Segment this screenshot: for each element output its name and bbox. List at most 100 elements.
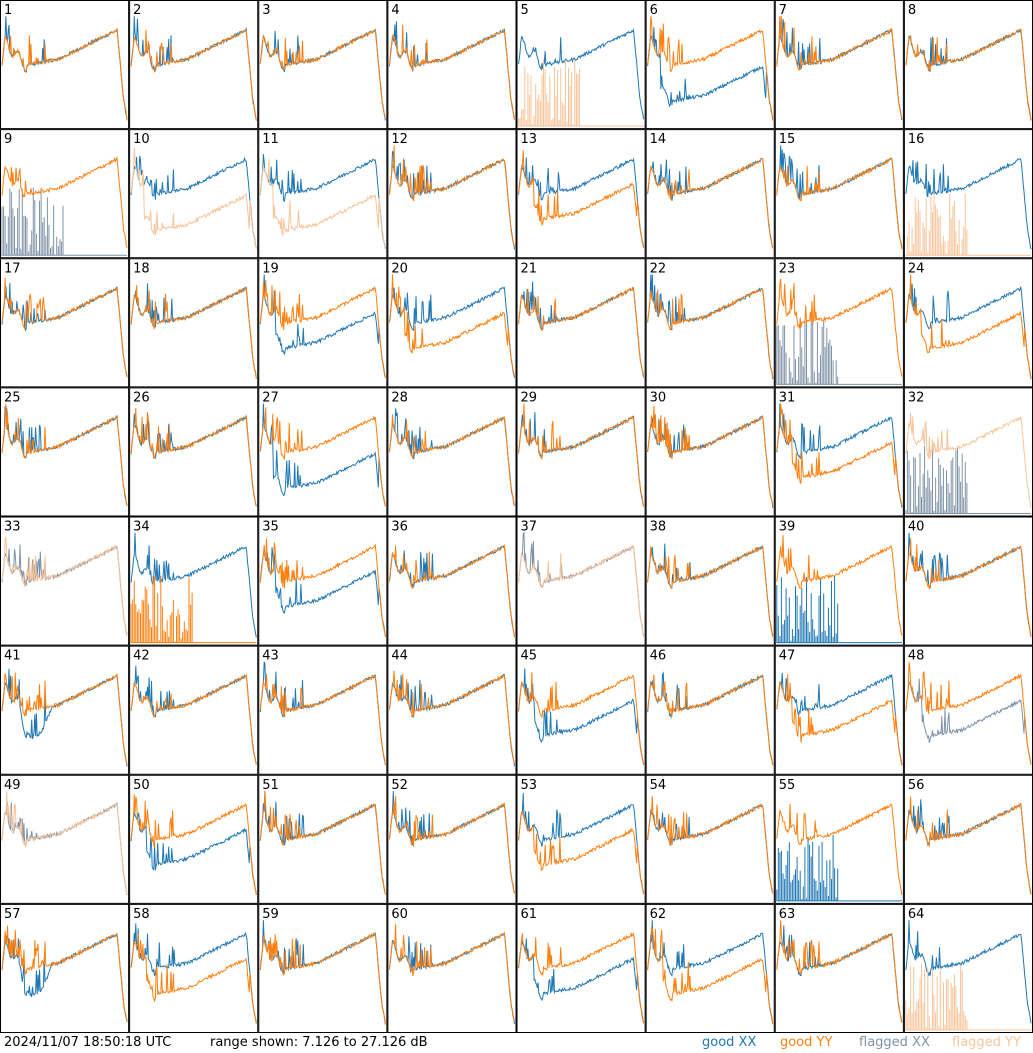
panel-number-label: 53 [521,778,538,793]
series-xx-line [130,812,257,895]
panel-number-label: 30 [650,390,667,405]
series-yy-line [1,925,128,1022]
panel-frame [0,645,130,775]
panel-58: 58 [129,903,259,1033]
series-yy-line [518,59,644,127]
series-xx-line [130,155,257,249]
panel-18: 18 [129,258,259,388]
panel-number-label: 55 [779,778,796,793]
panel-number-label: 43 [262,649,279,664]
panel-frame [903,0,1033,130]
panel-number-label: 44 [391,649,408,664]
panel-number-label: 51 [262,778,279,793]
panel-frame [258,0,388,130]
series-yy-line [518,545,645,636]
panel-number-label: 14 [650,132,667,147]
panel-22: 22 [645,258,775,388]
panel-number-label: 56 [908,778,925,793]
panel-number-label: 7 [779,3,787,18]
series-xx-line [776,317,902,385]
panel-frame [387,903,517,1033]
series-xx-line [259,547,386,637]
series-xx-line [518,28,645,120]
series-yy-line [388,924,515,1022]
series-xx-line [776,403,903,508]
legend-good-yy: good YY [780,1035,833,1050]
panel-number-label: 31 [779,390,796,405]
series-yy-line [776,674,903,766]
panel-frame [903,774,1033,904]
series-yy-line [647,287,774,378]
panel-number-label: 26 [133,390,150,405]
panel-38: 38 [645,516,775,646]
panel-60: 60 [387,903,517,1033]
series-yy-line [259,932,386,1025]
panel-number-label: 22 [650,261,667,276]
panel-frame [129,903,259,1033]
panel-frame [387,645,517,775]
series-yy-line [130,29,257,121]
panel-frame [0,387,130,517]
panel-number-label: 35 [262,520,279,535]
panel-53: 53 [516,774,646,904]
panel-7: 7 [774,0,904,130]
panel-number-label: 34 [133,520,150,535]
series-yy-line [518,286,645,378]
series-yy-line [776,803,903,895]
series-yy-line [1,278,128,378]
panel-frame [774,645,904,775]
panel-59: 59 [258,903,388,1033]
panel-5: 5 [516,0,646,130]
series-xx-line [388,790,515,894]
panel-57: 57 [0,903,130,1033]
panel-frame [645,516,775,646]
panel-frame [516,387,646,517]
series-yy-line [905,191,1031,256]
panel-frame [645,129,775,259]
panel-number-label: 9 [4,132,12,147]
panel-21: 21 [516,258,646,388]
series-xx-line [259,403,386,507]
panel-frame [129,258,259,388]
panel-frame [0,129,130,259]
panel-28: 28 [387,387,517,517]
panel-12: 12 [387,129,517,259]
series-yy-line [905,274,1032,379]
series-yy-line [647,157,774,249]
panel-frame [516,774,646,904]
panel-number-label: 59 [262,907,279,922]
panel-56: 56 [903,774,1033,904]
series-yy-line [776,535,903,636]
panel-50: 50 [129,774,259,904]
panel-frame [903,516,1033,646]
series-yy-line [1,156,128,249]
panel-number-label: 11 [262,132,279,147]
panel-frame [387,516,517,646]
panel-frame [258,129,388,259]
panel-frame [645,0,775,130]
panel-10: 10 [129,129,259,259]
panel-frame [774,387,904,517]
panel-number-label: 42 [133,649,150,664]
series-yy-line [776,157,903,250]
panel-frame [258,387,388,517]
series-yy-line [130,408,257,506]
series-yy-line [259,673,386,766]
series-xx-line [776,575,902,644]
range-label: range shown: 7.126 to 27.126 dB [210,1035,428,1050]
series-yy-line [130,673,257,765]
panel-frame [0,0,130,130]
panel-48: 48 [903,645,1033,775]
panel-frame [129,387,259,517]
series-yy-line [259,29,386,119]
panel-52: 52 [387,774,517,904]
panel-frame [258,516,388,646]
panel-number-label: 23 [779,261,796,276]
series-yy-line [130,575,257,644]
series-yy-line [130,147,257,249]
panel-frame [387,0,517,130]
panel-frame [258,258,388,388]
panel-number-label: 36 [391,520,408,535]
series-yy-line [388,145,515,248]
series-xx-line [776,672,903,766]
